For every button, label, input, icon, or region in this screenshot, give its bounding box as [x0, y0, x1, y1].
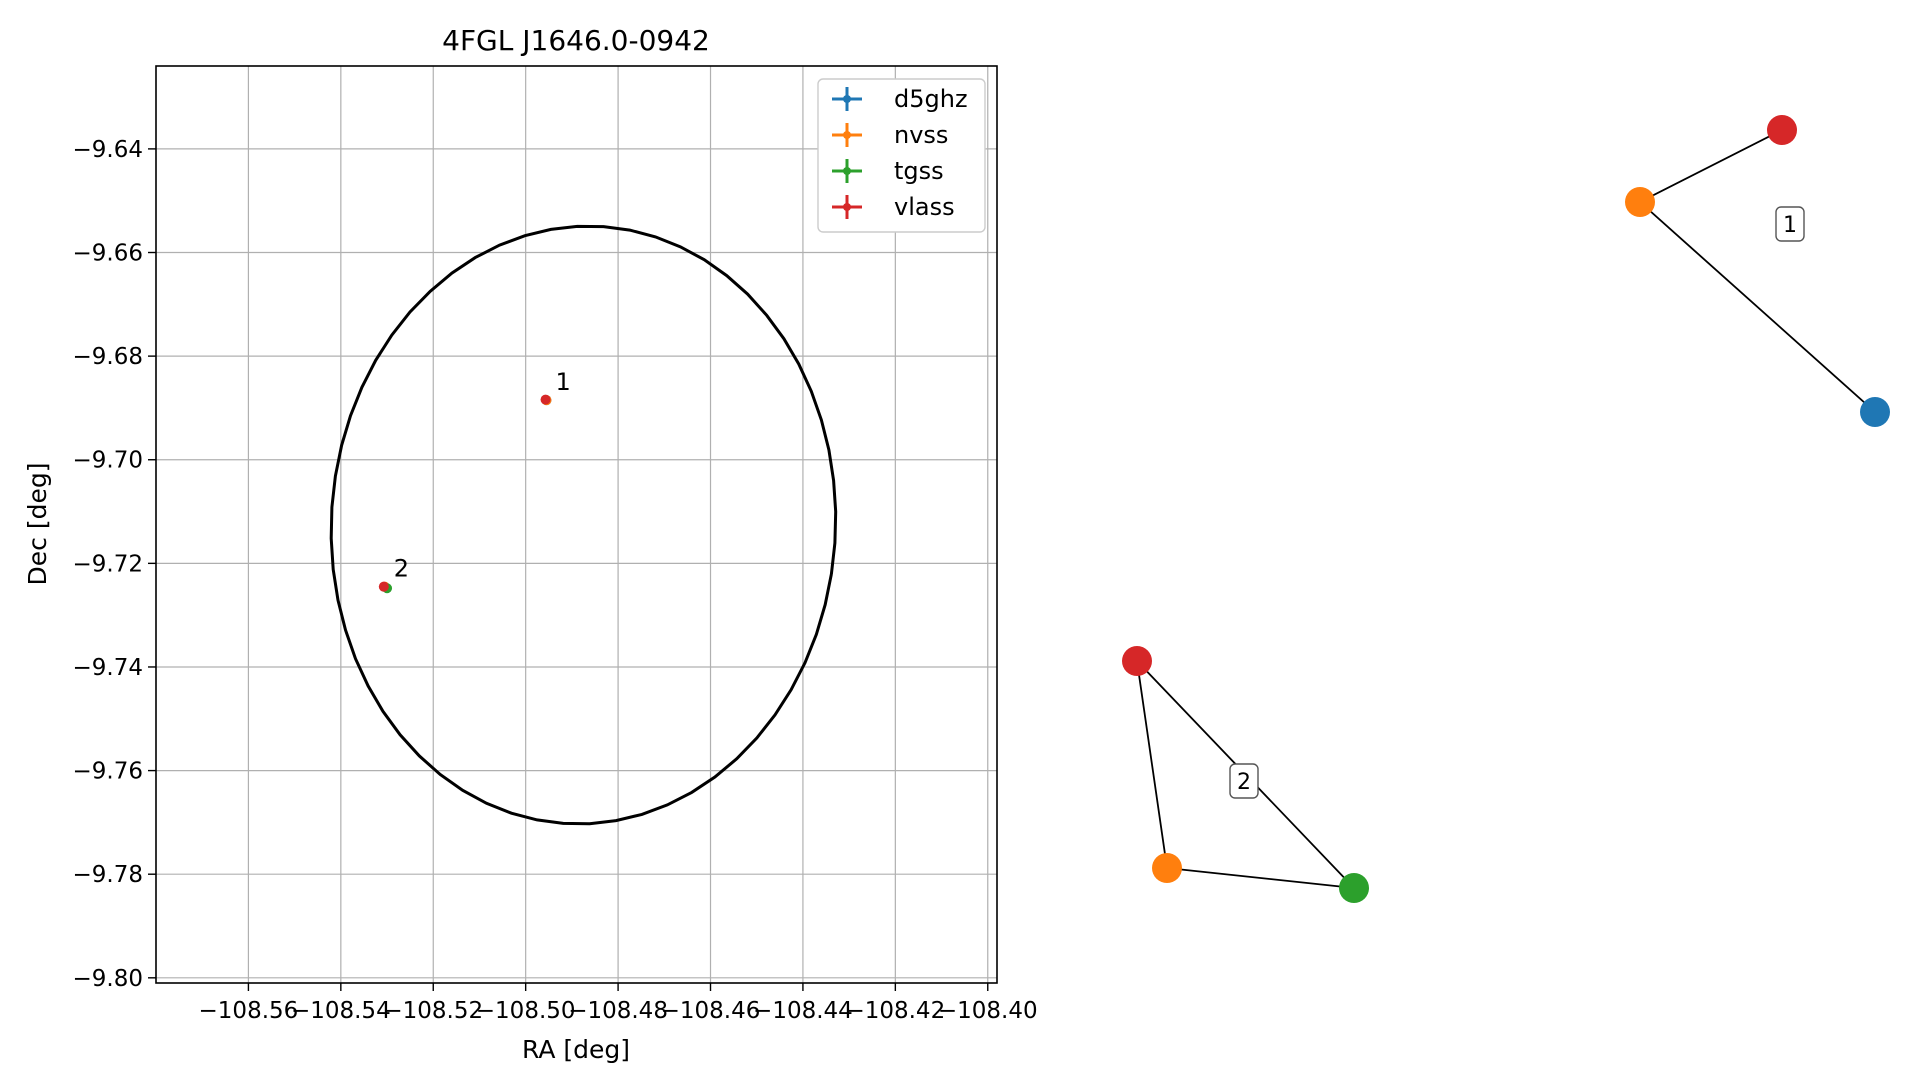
network-label-text: 1 [1783, 213, 1797, 238]
network-label-box [1775, 206, 1805, 242]
x-tick-label: −108.52 [383, 998, 483, 1024]
y-tick-label: −9.72 [73, 551, 143, 577]
x-tick-label: −108.40 [938, 998, 1038, 1024]
network-node-nvss [1152, 853, 1182, 883]
legend-entry-nvss: nvss [832, 121, 948, 149]
network-group-2: 2 [1122, 646, 1369, 903]
x-tick-label: −108.46 [661, 998, 761, 1024]
x-tick-label: −108.50 [476, 998, 576, 1024]
data-points [378, 394, 552, 594]
network-group-label: 1 [1775, 206, 1805, 242]
error-ellipse-layer [329, 224, 838, 826]
network-node-vlass [1767, 115, 1797, 145]
legend-entry-tgss: tgss [832, 157, 944, 185]
legend-entry-d5ghz: d5ghz [832, 85, 968, 113]
y-tick-label: −9.78 [73, 862, 143, 888]
y-axis-label: Dec [deg] [23, 463, 52, 586]
network-node-vlass [1122, 646, 1152, 676]
point-annotation: 2 [394, 555, 409, 583]
network-group-label: 2 [1229, 763, 1259, 799]
point-vlass [378, 581, 389, 592]
point-annotation: 1 [555, 368, 570, 396]
legend-marker-dot [843, 131, 851, 139]
y-tick-label: −9.68 [73, 344, 143, 370]
legend: d5ghz nvss tgss vlass [817, 78, 986, 233]
network-node-nvss [1625, 187, 1655, 217]
y-axis-ticks: −9.64 −9.66 −9.68 −9.70 −9.72 −9.74 −9.76 −9.78… [73, 137, 156, 992]
y-tick-label: −9.80 [73, 966, 143, 992]
y-tick-label: −9.66 [73, 241, 143, 267]
legend-label: tgss [894, 157, 944, 185]
legend-box [817, 78, 986, 233]
x-tick-label: −108.48 [568, 998, 668, 1024]
network-edge [1166, 867, 1355, 889]
x-tick-label: −108.42 [845, 998, 945, 1024]
legend-marker-dot [843, 167, 851, 175]
network-edge [1136, 660, 1168, 869]
x-axis-ticks: −108.56−108.54−108.52−108.50−108.48−108.… [199, 983, 1038, 1024]
legend-label: nvss [894, 121, 948, 149]
network-label-box [1229, 763, 1259, 799]
point-annotations: 12 [394, 368, 571, 583]
y-tick-label: −9.74 [73, 655, 143, 681]
x-tick-label: −108.44 [753, 998, 853, 1024]
chart-title: 4FGL J1646.0-0942 [442, 24, 710, 57]
network-edge [1639, 201, 1876, 413]
network-group-1: 1 [1625, 115, 1890, 427]
x-axis-label: RA [deg] [522, 1035, 630, 1064]
network-label-text: 2 [1237, 770, 1251, 795]
x-tick-label: −108.54 [291, 998, 391, 1024]
plot-frame [155, 65, 998, 984]
legend-entry-vlass: vlass [832, 193, 955, 221]
error-ellipse [329, 224, 838, 826]
x-tick-label: −108.56 [199, 998, 299, 1024]
legend-marker-dot [843, 95, 851, 103]
legend-label: vlass [894, 193, 955, 221]
network-node-tgss [1339, 873, 1369, 903]
y-tick-label: −9.64 [73, 137, 143, 163]
legend-marker-dot [843, 203, 851, 211]
network-node-d5ghz [1860, 397, 1890, 427]
network-edge [1639, 129, 1783, 203]
network-panel: 12 [1122, 115, 1890, 903]
point-vlass [540, 394, 551, 405]
y-tick-label: −9.76 [73, 759, 143, 785]
y-tick-label: −9.70 [73, 448, 143, 474]
legend-label: d5ghz [894, 85, 968, 113]
